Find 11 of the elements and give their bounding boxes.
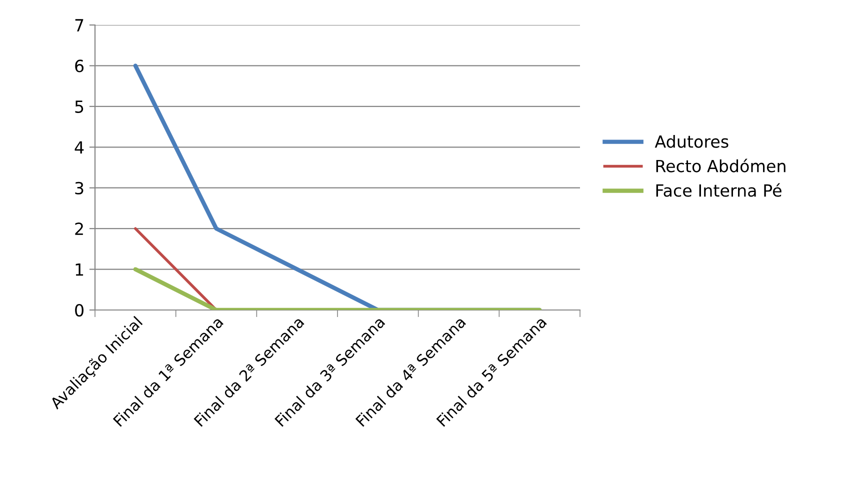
legend-label: Adutores (654, 134, 728, 148)
y-tick-label: 7 (75, 19, 84, 32)
legend-label: Recto Abdómen (656, 158, 786, 172)
y-tick-label: 1 (76, 263, 84, 276)
y-tick-label: 6 (75, 60, 84, 72)
y-tick-label: 0 (75, 304, 84, 317)
y-tick-label: 3 (75, 182, 84, 194)
y-tick-label: 4 (74, 141, 84, 154)
y-tick-label: 2 (75, 222, 83, 235)
y-tick-label: 5 (75, 100, 84, 113)
legend-label: Face Interna Pé (656, 183, 782, 197)
